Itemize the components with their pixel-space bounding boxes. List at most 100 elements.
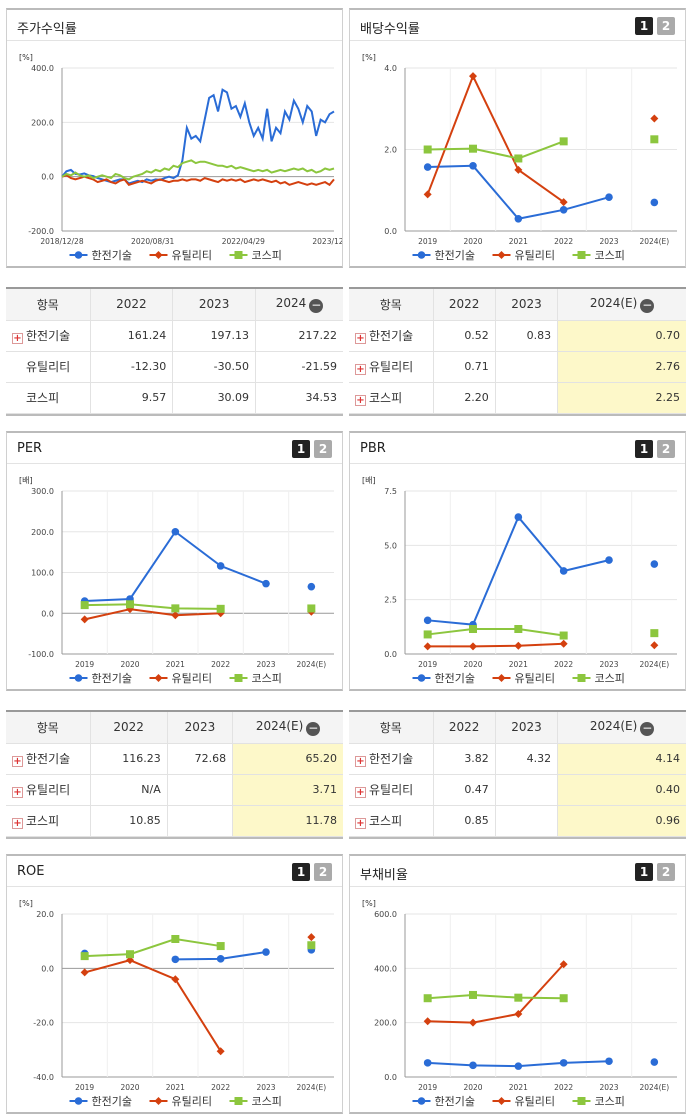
series-line: [84, 959, 222, 1052]
legend-swatch-marker: [74, 1097, 83, 1105]
data-point: [171, 611, 180, 620]
view-2-button[interactable]: 2: [314, 440, 332, 458]
expand-icon[interactable]: +: [355, 364, 366, 375]
table-cell: 10.85: [89, 805, 168, 837]
data-point: [650, 114, 659, 123]
data-point: [514, 154, 523, 163]
legend-swatch-marker: [154, 674, 163, 682]
table-cell: 0.96: [557, 805, 686, 837]
column-header-label: 항목: [379, 297, 402, 312]
expand-icon[interactable]: +: [355, 333, 366, 344]
table-cell: 197.13: [172, 320, 256, 352]
panel-title: PER: [17, 441, 43, 456]
stock-return-panel: 주가수익률 [%] -200.0 0.0 200.0 400.0 2018/12/28 20…: [6, 8, 343, 268]
data-point: [262, 579, 270, 588]
y-tick-label: 400.0: [31, 64, 54, 73]
y-tick-label: -100.0: [28, 650, 54, 659]
expand-icon[interactable]: +: [12, 787, 23, 798]
table-cell: 2.20: [432, 382, 496, 414]
view-2-button[interactable]: 2: [657, 17, 675, 35]
data-point: [423, 163, 432, 171]
collapse-icon[interactable]: −: [306, 720, 321, 736]
data-point: [126, 605, 134, 614]
view-1-button[interactable]: 1: [292, 863, 310, 881]
expand-icon[interactable]: +: [355, 395, 366, 406]
data-table: 항목 2022 2023 2024(E) − + 한전기술 3.82 4.32 4.14 + 유틸리티…: [349, 712, 686, 837]
table-cell: 0.40: [557, 774, 686, 806]
table-cell: 116.23: [89, 743, 168, 775]
legend-swatch-marker: [74, 251, 83, 259]
legend-label: 한전기술: [92, 249, 132, 262]
x-tick-label: 2019: [418, 237, 437, 246]
panel-title: 주가수익률: [17, 22, 77, 37]
table-cell: 0.47: [432, 774, 496, 806]
data-point: [514, 214, 523, 223]
legend-swatch-marker: [497, 251, 506, 259]
panel-title: ROE: [17, 864, 45, 879]
view-1-button[interactable]: 1: [292, 440, 310, 458]
x-tick-label: 2021: [509, 660, 528, 669]
x-tick-label: 2019: [75, 660, 94, 669]
data-point: [307, 604, 316, 613]
expand-icon[interactable]: +: [12, 333, 23, 344]
x-tick-label: 2024(E): [639, 237, 669, 246]
expand-icon[interactable]: +: [355, 787, 366, 798]
table-row: + 코스피 0.85 0.96: [349, 805, 686, 837]
column-header: 항목: [6, 289, 90, 321]
view-1-button[interactable]: 1: [635, 863, 653, 881]
table-header-row: 항목 2022 2023 2024−: [6, 289, 343, 321]
legend-swatch-marker: [577, 1097, 586, 1105]
data-point: [423, 1017, 432, 1026]
legend-label: 한전기술: [435, 249, 475, 262]
table-cell: [166, 805, 233, 837]
legend-label: 한전기술: [92, 672, 132, 685]
x-tick-label: 2023: [256, 1083, 275, 1092]
data-point: [559, 1059, 568, 1067]
data-point: [650, 641, 659, 650]
column-header: 2024(E) −: [557, 712, 686, 744]
expand-icon[interactable]: +: [355, 818, 366, 829]
table-header-row: 항목 2022 2023 2024(E) −: [349, 712, 686, 744]
data-point: [469, 1061, 477, 1070]
table-row: + 유틸리티 N/A 3.71: [6, 774, 343, 806]
data-point: [80, 952, 89, 961]
view-1-button[interactable]: 1: [635, 440, 653, 458]
view-2-button[interactable]: 2: [657, 863, 675, 881]
column-header: 2024−: [255, 289, 343, 321]
x-tick-label: 2019: [418, 660, 437, 669]
view-2-button[interactable]: 2: [314, 863, 332, 881]
data-table: 항목 2022 2023 2024(E) − + 한전기술 116.23 72.68 65.20 +…: [6, 712, 343, 837]
view-1-button[interactable]: 1: [635, 17, 653, 35]
collapse-icon[interactable]: −: [309, 297, 324, 313]
y-tick-label: -200.0: [28, 227, 54, 236]
column-header: 2023: [494, 712, 558, 744]
legend-swatch-marker: [154, 251, 163, 259]
y-tick-label: 2.5: [384, 596, 397, 605]
collapse-icon[interactable]: −: [640, 297, 655, 313]
column-header-label: 2024(E): [589, 295, 638, 310]
data-table: 항목202220232024−+한전기술161.24197.13217.22+유…: [6, 289, 343, 414]
column-header-label: 항목: [379, 720, 402, 735]
row-label-cell: +유틸리티: [6, 774, 90, 806]
data-point: [423, 630, 432, 639]
column-header: 2023: [166, 712, 233, 744]
series-line: [427, 515, 610, 626]
table-row: + 코스피 2.20 2.25: [349, 382, 686, 414]
table-row: + 한전기술 3.82 4.32 4.14: [349, 743, 686, 775]
collapse-icon[interactable]: −: [640, 720, 655, 736]
data-point: [216, 955, 225, 963]
legend-label: 코스피: [595, 1095, 625, 1108]
row-label-cell: +유틸리티: [6, 351, 90, 383]
dividend-chart: [%] 0.0 2.0 4.0 2019 2020 2021 2022 2023 2024(E) 한…: [362, 53, 677, 262]
expand-icon[interactable]: +: [12, 756, 23, 767]
expand-icon[interactable]: +: [12, 818, 23, 829]
data-point: [126, 600, 134, 609]
expand-icon[interactable]: +: [355, 756, 366, 767]
table-cell: 217.22: [255, 320, 343, 352]
row-label: 코스피: [26, 814, 60, 828]
table-cell: 65.20: [232, 743, 343, 775]
view-2-button[interactable]: 2: [657, 440, 675, 458]
data-point: [423, 145, 432, 154]
legend-swatch-marker: [234, 674, 243, 682]
legend-swatch-marker: [154, 1097, 163, 1105]
